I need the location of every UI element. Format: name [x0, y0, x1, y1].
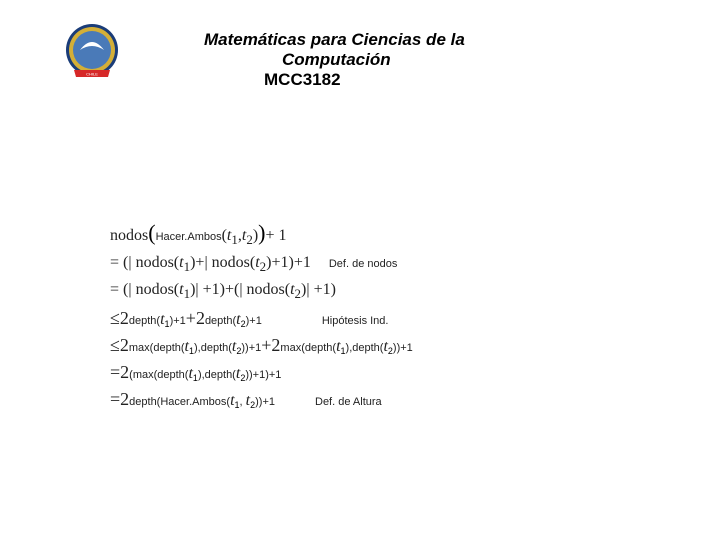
eq: = (	[110, 281, 128, 299]
title-block: Matemáticas para Ciencias de la Computac…	[204, 20, 465, 90]
note-def-altura: Def. de Altura	[315, 396, 382, 408]
plus: +	[186, 308, 196, 329]
m: ),depth(	[198, 369, 236, 381]
t1-pre: | nodos	[128, 254, 173, 272]
two2: 2	[196, 308, 205, 329]
expA: depth(	[129, 396, 160, 408]
header: CHILE Matemáticas para Ciencias de la Co…	[0, 0, 720, 90]
e: max(depth(	[133, 369, 189, 381]
e1a: depth(	[129, 315, 160, 327]
t1-pre: | nodos	[128, 281, 173, 299]
rp: ))+1	[255, 396, 275, 408]
eq: =	[110, 362, 120, 383]
e1: max(depth(	[129, 342, 185, 354]
leq: ≤	[110, 335, 120, 356]
course-code: MCC3182	[204, 70, 465, 90]
eq: =	[110, 389, 120, 410]
equation-line-2: = ( | nodos ( t1 ) + | nodos ( t2 ) +1)+…	[110, 254, 670, 275]
university-logo-icon: CHILE	[60, 20, 124, 84]
lparen: (	[148, 220, 155, 246]
t2-pre: | nodos	[204, 254, 249, 272]
e1c: ))+1	[241, 342, 261, 354]
e2a: depth(	[205, 315, 236, 327]
equation-line-4: ≤ 2 depth(t1)+1 + 2 depth(t2)+1 Hipótesi…	[110, 308, 670, 329]
two: 2	[120, 362, 129, 383]
rparen: )	[258, 220, 265, 246]
equation-block: nodos ( Hacer.Ambos ( t1 , t2 ) ) + 1 = …	[110, 220, 670, 416]
func: Hacer.Ambos	[160, 396, 226, 408]
title-line-2: Computación	[204, 50, 465, 70]
note-hipotesis: Hipótesis Ind.	[322, 315, 389, 327]
equation-line-5: ≤ 2 max(depth(t1),depth(t2))+1 + 2 max(d…	[110, 335, 670, 356]
two: 2	[120, 389, 129, 410]
e2: max(depth(	[280, 342, 336, 354]
equation-line-7: = 2 depth(Hacer.Ambos(t1, t2))+1 Def. de…	[110, 389, 670, 410]
note-def-nodos: Def. de nodos	[329, 258, 398, 270]
e2c: ))+1	[393, 342, 413, 354]
tail: + 1	[265, 227, 286, 245]
equation-line-6: = 2 (max(depth(t1),depth(t2))+1)+1	[110, 362, 670, 383]
mid: | +1)+(	[195, 281, 239, 299]
mid: +	[195, 254, 204, 272]
close: | +1)	[306, 281, 336, 299]
e1b: )+1	[170, 315, 186, 327]
ec: ))+1)+1	[245, 369, 281, 381]
two1: 2	[120, 335, 129, 356]
e2b: )+1	[246, 315, 262, 327]
hacer-ambos-label: Hacer.Ambos	[156, 231, 222, 243]
equation-line-3: = ( | nodos ( t1 ) | +1)+( | nodos ( t2 …	[110, 281, 670, 302]
equation-line-1: nodos ( Hacer.Ambos ( t1 , t2 ) ) + 1	[110, 220, 670, 248]
close: +1)+1	[271, 254, 310, 272]
leq: ≤	[110, 308, 120, 329]
m1: ),depth(	[194, 342, 232, 354]
svg-text:CHILE: CHILE	[86, 72, 98, 77]
m2: ),depth(	[346, 342, 384, 354]
plus: +	[261, 335, 271, 356]
title-line-1: Matemáticas para Ciencias de la	[204, 30, 465, 50]
two1: 2	[120, 308, 129, 329]
eq: = (	[110, 254, 128, 272]
two2: 2	[271, 335, 280, 356]
nodos-label: nodos	[110, 227, 148, 245]
t2-pre: | nodos	[239, 281, 284, 299]
